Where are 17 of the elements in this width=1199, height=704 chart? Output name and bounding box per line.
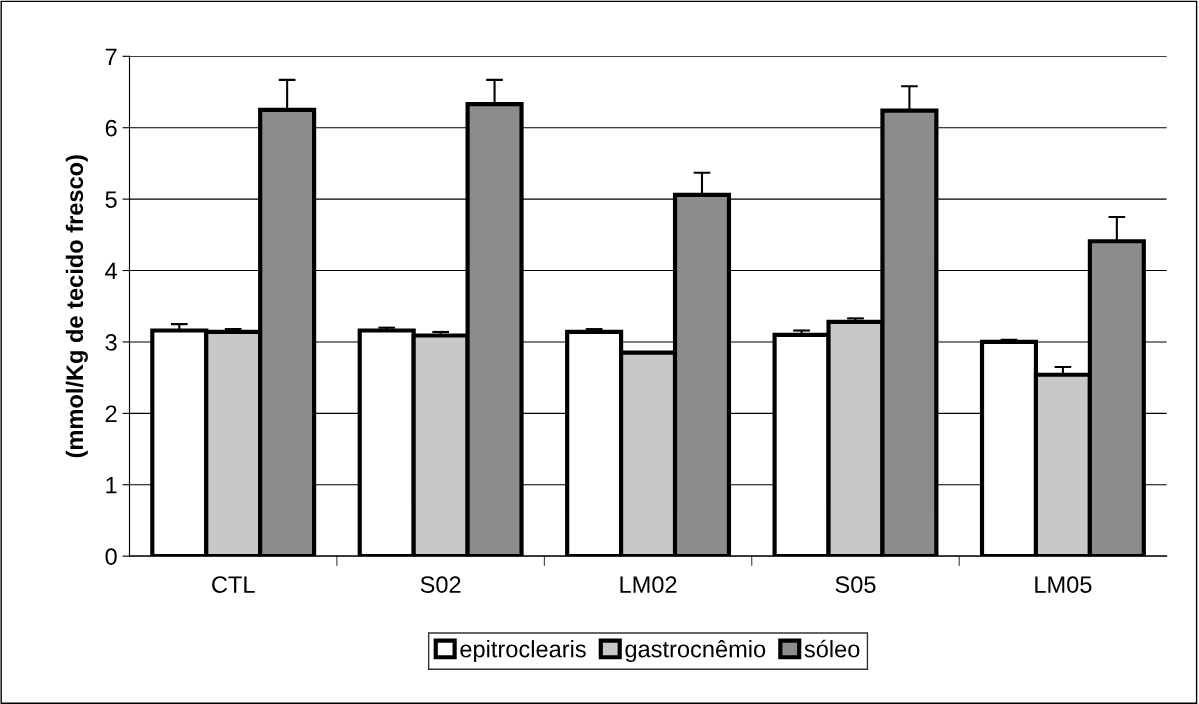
y-tick-label: 3	[105, 334, 117, 351]
y-tick-label: 5	[105, 191, 117, 208]
y-tick-label: 7	[105, 48, 117, 65]
y-tick-label: 0	[105, 548, 117, 565]
x-tick-label: LM05	[1035, 576, 1092, 593]
legend-label: sóleo	[804, 639, 860, 658]
y-tick-label: 2	[105, 405, 117, 422]
x-tick-label: S02	[420, 576, 461, 593]
x-tick-label: S05	[835, 576, 876, 593]
y-axis-title: (mmol/Kg de tecido fresco)	[65, 155, 88, 458]
x-tick-label: LM02	[620, 576, 677, 593]
y-tick-label: 6	[105, 119, 117, 137]
y-tick-label: 4	[105, 262, 117, 280]
legend-label: epitroclearis	[460, 640, 586, 663]
legend-label: gastrocnêmio	[625, 640, 766, 663]
x-tick-label: CTL	[212, 576, 255, 593]
y-tick-label: 1	[106, 477, 117, 494]
